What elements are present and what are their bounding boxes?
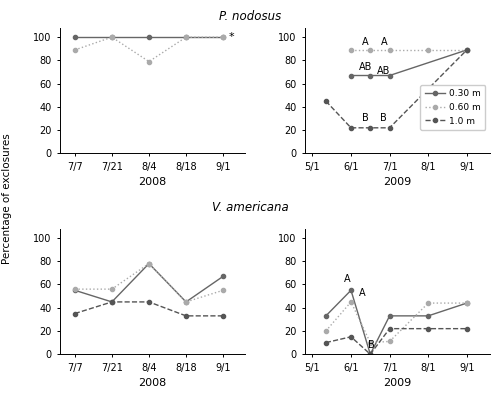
X-axis label: 2008: 2008 <box>138 378 167 388</box>
X-axis label: 2008: 2008 <box>138 177 167 187</box>
Text: AB: AB <box>359 62 372 72</box>
Text: P. nodosus: P. nodosus <box>219 10 281 23</box>
Text: A: A <box>360 288 366 298</box>
Text: B: B <box>368 340 374 350</box>
Legend: 0.30 m, 0.60 m, 1.0 m: 0.30 m, 0.60 m, 1.0 m <box>420 85 486 130</box>
Text: B: B <box>362 113 369 123</box>
Text: *: * <box>228 32 234 42</box>
Text: A: A <box>362 37 369 47</box>
Text: V. americana: V. americana <box>212 201 288 214</box>
Text: B: B <box>380 113 387 123</box>
X-axis label: 2009: 2009 <box>383 177 412 187</box>
X-axis label: 2009: 2009 <box>383 378 412 388</box>
Text: AB: AB <box>377 66 390 76</box>
Text: A: A <box>344 274 350 284</box>
Text: A: A <box>380 37 387 47</box>
Text: Percentage of exclosures: Percentage of exclosures <box>2 134 12 264</box>
